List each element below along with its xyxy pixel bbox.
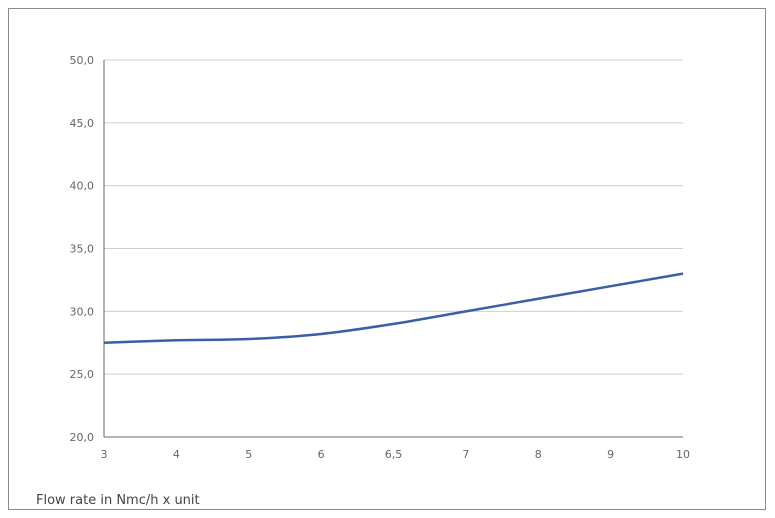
x-tick-label: 10 — [676, 448, 690, 461]
data-point — [320, 333, 322, 335]
axes — [103, 60, 683, 438]
x-tick-label: 9 — [607, 448, 614, 461]
data-point — [175, 339, 177, 341]
x-tick-label: 5 — [245, 448, 252, 461]
x-tick-label: 8 — [535, 448, 542, 461]
data-point — [392, 323, 394, 325]
data-point — [537, 298, 539, 300]
y-tick-label: 25,0 — [70, 368, 95, 381]
data-point — [103, 342, 105, 344]
x-axis-title: Flow rate in Nmc/h x unit — [36, 493, 200, 508]
chart-frame — [8, 8, 766, 510]
x-tick-label: 6,5 — [385, 448, 403, 461]
x-tick-label: 4 — [173, 448, 180, 461]
data-point — [465, 310, 467, 312]
y-tick-label: 50,0 — [70, 54, 95, 67]
x-tick-label: 3 — [101, 448, 108, 461]
data-point — [248, 338, 250, 340]
y-tick-label: 45,0 — [70, 117, 95, 130]
y-tick-label: 30,0 — [70, 305, 95, 318]
series-line — [103, 272, 684, 344]
data-point — [609, 285, 611, 287]
y-tick-label: 40,0 — [70, 180, 95, 193]
x-tick-labels: 3 4 5 6 6,5 7 8 9 10 — [101, 448, 691, 461]
gridlines — [104, 59, 683, 375]
x-tick-label: 7 — [462, 448, 469, 461]
x-tick-label: 6 — [318, 448, 325, 461]
y-tick-labels: 20,0 25,0 30,0 35,0 40,0 45,0 50,0 — [70, 54, 95, 444]
data-point — [682, 272, 684, 274]
series-lines — [103, 272, 684, 344]
y-tick-label: 20,0 — [70, 431, 95, 444]
y-tick-label: 35,0 — [70, 243, 95, 256]
